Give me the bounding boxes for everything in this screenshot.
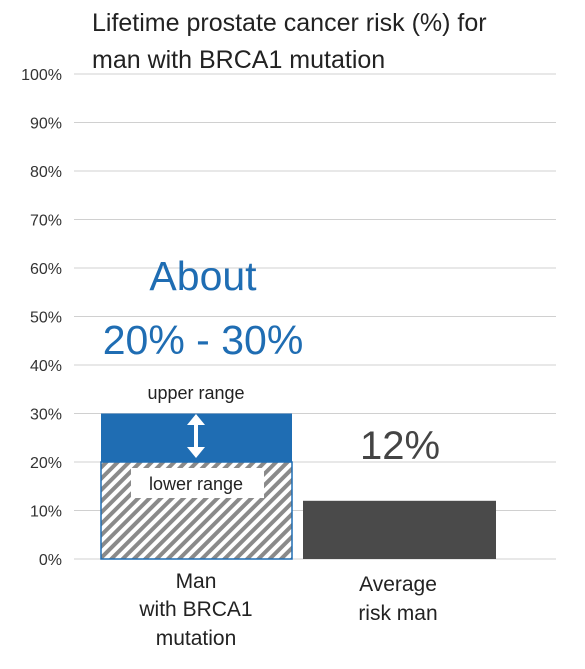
y-tick-label: 50%	[30, 310, 62, 327]
brca1-headline-line-1: About	[149, 253, 257, 299]
y-tick-label: 30%	[30, 407, 62, 424]
y-axis-ticks: 0% 10% 20% 30% 40% 50% 60% 70% 80% 90% 100%	[21, 67, 62, 569]
upper-range-label: upper range	[147, 383, 244, 403]
chart-title: Lifetime prostate cancer risk (%) for ma…	[92, 9, 487, 74]
chart-title-line-2: man with BRCA1 mutation	[92, 46, 385, 74]
y-tick-label: 10%	[30, 504, 62, 521]
y-tick-label: 60%	[30, 261, 62, 278]
y-tick-label: 100%	[21, 67, 62, 84]
chart-title-line-1: Lifetime prostate cancer risk (%) for	[92, 9, 487, 37]
average-value-label: 12%	[360, 424, 440, 468]
y-tick-label: 40%	[30, 358, 62, 375]
category-label-brca1-line-3: mutation	[156, 627, 237, 650]
lower-range-label-background	[131, 468, 264, 498]
range-labels: upper range lower range	[131, 383, 264, 498]
y-tick-label: 70%	[30, 213, 62, 230]
brca1-headline-line-2: 20% - 30%	[103, 317, 304, 363]
average-risk-bar	[303, 500, 496, 559]
lower-range-label: lower range	[149, 474, 243, 494]
category-label-average-line-1: Average	[359, 573, 437, 596]
range-arrow-icon	[187, 414, 205, 458]
category-label-brca1-line-1: Man	[176, 570, 217, 593]
annotations: About 20% - 30% 12%	[103, 253, 440, 468]
y-tick-label: 80%	[30, 164, 62, 181]
y-tick-label: 20%	[30, 455, 62, 472]
category-label-average-line-2: risk man	[358, 602, 437, 625]
y-tick-label: 0%	[39, 552, 62, 569]
category-label-brca1-line-2: with BRCA1	[138, 598, 252, 621]
x-axis-category-labels: Man with BRCA1 mutation Average risk man	[138, 570, 437, 650]
y-tick-label: 90%	[30, 116, 62, 133]
